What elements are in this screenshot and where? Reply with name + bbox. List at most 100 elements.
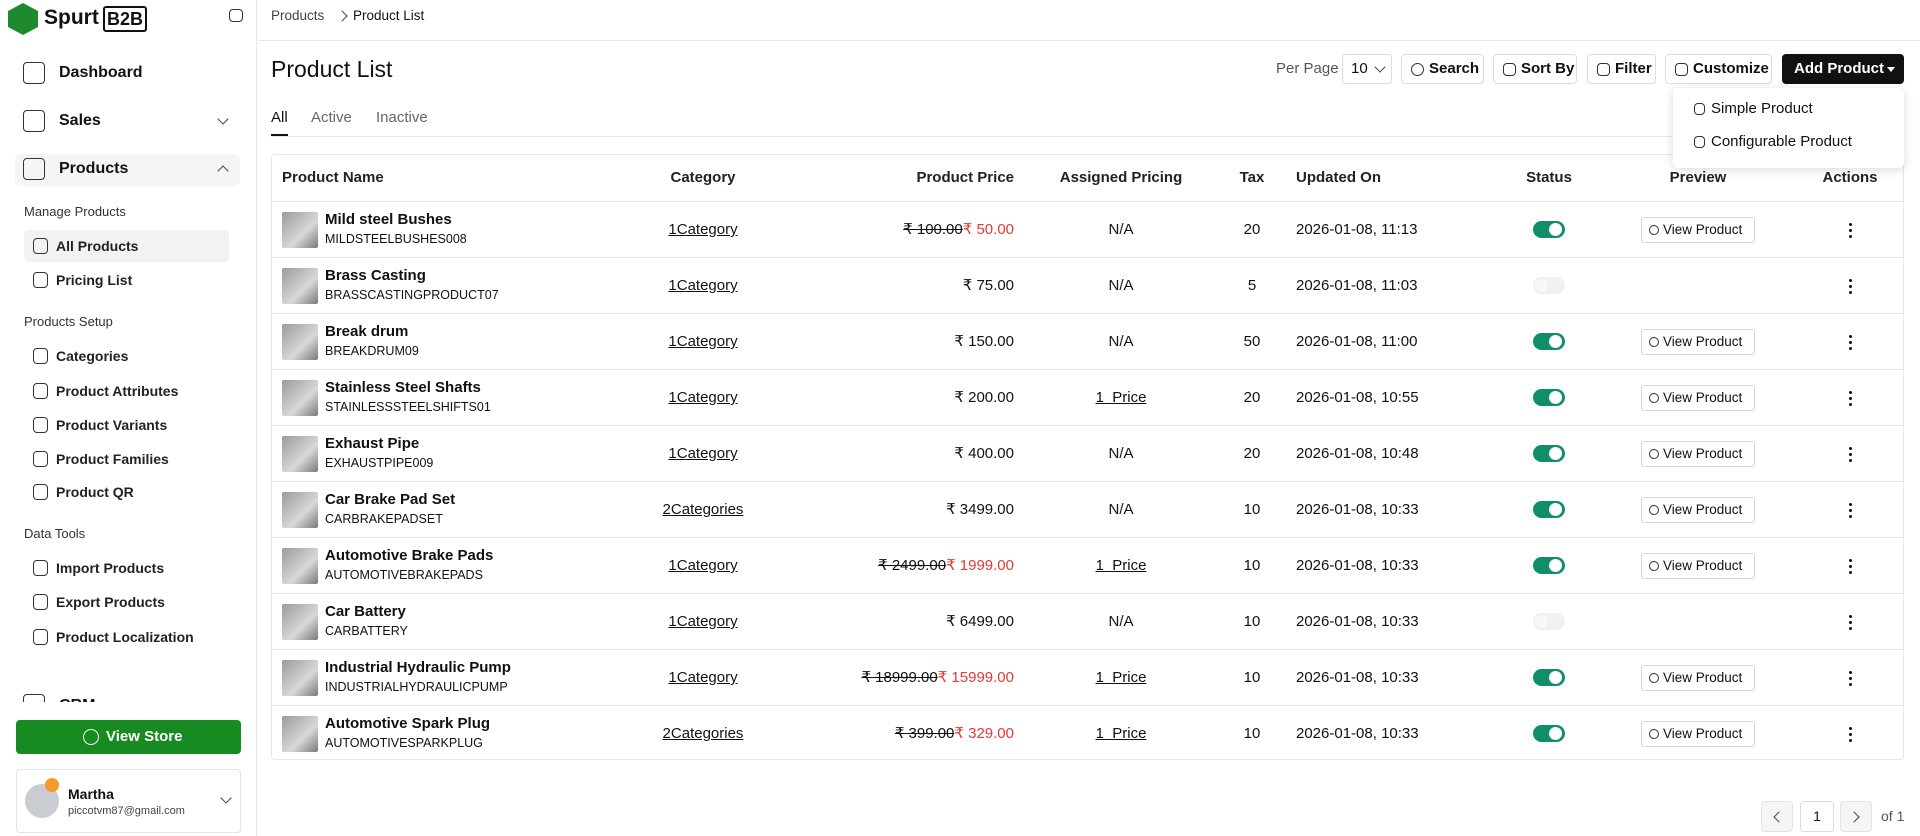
toggle-knob xyxy=(1549,223,1562,236)
nav-subitem[interactable]: Product QR xyxy=(56,484,134,500)
view-product-button[interactable]: View Product xyxy=(1641,385,1755,411)
nav-subitem[interactable]: Export Products xyxy=(56,594,165,610)
status-toggle[interactable] xyxy=(1533,501,1565,518)
current-page[interactable]: 1 xyxy=(1800,801,1834,832)
actions-menu[interactable] xyxy=(1845,500,1855,520)
dot xyxy=(1848,559,1852,562)
product-name[interactable]: Industrial Hydraulic Pump xyxy=(325,659,511,676)
product-sku: BRASSCASTINGPRODUCT07 xyxy=(325,288,499,302)
assigned-pricing[interactable]: 1 Price xyxy=(1095,557,1147,574)
status-toggle[interactable] xyxy=(1533,557,1565,574)
nav-item[interactable]: CRM xyxy=(59,692,95,702)
nav-item[interactable]: Products xyxy=(59,160,129,177)
product-name[interactable]: Mild steel Bushes xyxy=(325,211,452,228)
view-product-button[interactable]: View Product xyxy=(1641,441,1755,467)
dot xyxy=(1848,627,1852,630)
category-link[interactable]: 1Category xyxy=(668,613,738,630)
view-store-button[interactable]: View Store xyxy=(16,720,241,754)
status-toggle[interactable] xyxy=(1533,613,1565,630)
actions-menu[interactable] xyxy=(1845,220,1855,240)
tab[interactable]: All xyxy=(271,109,288,126)
nav-subitem[interactable]: Product Localization xyxy=(56,629,194,645)
status-toggle[interactable] xyxy=(1533,221,1565,238)
view-product-button[interactable]: View Product xyxy=(1641,217,1755,243)
product-name[interactable]: Break drum xyxy=(325,323,409,340)
product-name[interactable]: Automotive Spark Plug xyxy=(325,715,491,732)
view-product-button[interactable]: View Product xyxy=(1641,553,1755,579)
toolbar-button[interactable]: Sort By xyxy=(1493,54,1577,84)
status-toggle[interactable] xyxy=(1533,333,1565,350)
status-toggle[interactable] xyxy=(1533,277,1565,294)
actions-menu[interactable] xyxy=(1845,556,1855,576)
status-toggle[interactable] xyxy=(1533,445,1565,462)
category-link[interactable]: 1Category xyxy=(668,445,738,462)
product-sku: EXHAUSTPIPE009 xyxy=(325,456,434,470)
category-link[interactable]: 1Category xyxy=(668,277,738,294)
status-toggle[interactable] xyxy=(1533,669,1565,686)
actions-menu[interactable] xyxy=(1845,444,1855,464)
toolbar-button[interactable]: Search xyxy=(1401,54,1484,84)
nav-item[interactable]: Dashboard xyxy=(59,64,143,81)
view-product-button[interactable]: View Product xyxy=(1641,665,1755,691)
view-product-button[interactable]: View Product xyxy=(1641,721,1755,747)
status-toggle[interactable] xyxy=(1533,389,1565,406)
breadcrumb-item[interactable]: Products xyxy=(271,8,325,23)
dot xyxy=(1848,447,1852,450)
category-link[interactable]: 1Category xyxy=(668,333,738,350)
actions-menu[interactable] xyxy=(1845,388,1855,408)
nav-subitem[interactable]: Product Families xyxy=(56,451,169,467)
nav-subitem[interactable]: Categories xyxy=(56,348,129,364)
nav-subitem[interactable]: Import Products xyxy=(56,560,165,576)
actions-menu[interactable] xyxy=(1845,332,1855,352)
category-link[interactable]: 1Category xyxy=(668,557,738,574)
column-header: Status xyxy=(1526,169,1572,186)
category-link[interactable]: 2Categories xyxy=(662,725,744,742)
user-name: Martha xyxy=(68,786,114,802)
chevron-icon xyxy=(1848,811,1860,823)
dot xyxy=(1848,621,1852,624)
product-name[interactable]: Car Brake Pad Set xyxy=(325,491,456,508)
category-link[interactable]: 1Category xyxy=(668,389,738,406)
product-sku: AUTOMOTIVESPARKPLUG xyxy=(325,736,483,750)
add-product-button[interactable]: Add Product xyxy=(1782,54,1904,84)
assigned-pricing[interactable]: 1 Price xyxy=(1095,669,1147,686)
category-link[interactable]: 1Category xyxy=(668,221,738,238)
assigned-pricing[interactable]: 1 Price xyxy=(1095,389,1147,406)
actions-menu[interactable] xyxy=(1845,724,1855,744)
tab[interactable]: Active xyxy=(311,109,352,126)
nav-subitem[interactable]: Product Attributes xyxy=(56,383,179,399)
nav-subitem[interactable]: Pricing List xyxy=(56,272,133,288)
assigned-pricing[interactable]: 1 Price xyxy=(1095,725,1147,742)
category-link[interactable]: 1Category xyxy=(668,669,738,686)
toolbar-button[interactable]: Customize xyxy=(1665,54,1772,84)
product-name[interactable]: Automotive Brake Pads xyxy=(325,547,494,564)
view-product-button[interactable]: View Product xyxy=(1641,497,1755,523)
nav-subitem[interactable]: Product Variants xyxy=(56,417,168,433)
nav-item[interactable]: Sales xyxy=(59,112,101,129)
category-link[interactable]: 2Categories xyxy=(662,501,744,518)
sale-price: ₹ 1999.00 xyxy=(946,557,1014,574)
product-name[interactable]: Car Battery xyxy=(325,603,406,620)
price-cell: ₹ 6499.00 xyxy=(694,608,1014,636)
icon xyxy=(1649,505,1659,515)
product-name[interactable]: Exhaust Pipe xyxy=(325,435,420,452)
product-name[interactable]: Stainless Steel Shafts xyxy=(325,379,481,396)
dropdown-item[interactable]: Simple Product xyxy=(1673,94,1904,124)
actions-menu[interactable] xyxy=(1845,612,1855,632)
toolbar-button[interactable]: Filter xyxy=(1587,54,1656,84)
view-product-button[interactable]: View Product xyxy=(1641,329,1755,355)
actions-menu[interactable] xyxy=(1845,668,1855,688)
status-toggle[interactable] xyxy=(1533,725,1565,742)
dropdown-item[interactable]: Configurable Product xyxy=(1673,127,1904,157)
nav-subitem[interactable]: All Products xyxy=(56,238,139,254)
button-label: Filter xyxy=(1615,60,1652,77)
per-page-select[interactable]: 10 xyxy=(1342,54,1392,84)
product-name[interactable]: Brass Casting xyxy=(325,267,426,284)
column-header: Product Name xyxy=(282,169,384,186)
price-cell: ₹ 400.00 xyxy=(694,440,1014,468)
user-card[interactable]: Martha piccotvm87@gmail.com xyxy=(16,769,241,833)
actions-menu[interactable] xyxy=(1845,276,1855,296)
tab[interactable]: Inactive xyxy=(376,109,428,126)
icon xyxy=(1694,136,1705,148)
